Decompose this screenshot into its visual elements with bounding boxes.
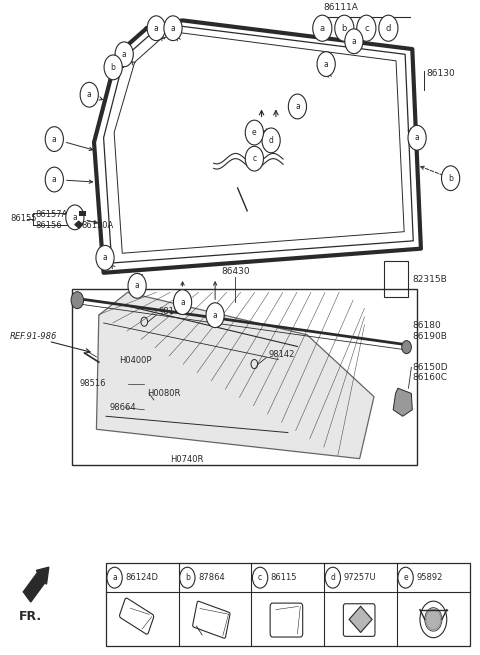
Text: 86157A: 86157A — [35, 210, 68, 219]
Text: 86150D: 86150D — [412, 363, 448, 372]
Circle shape — [147, 16, 165, 41]
Polygon shape — [349, 607, 372, 633]
Circle shape — [164, 16, 182, 41]
Text: c: c — [252, 154, 256, 163]
Text: c: c — [364, 24, 369, 33]
Text: a: a — [52, 134, 57, 143]
Text: 98664: 98664 — [110, 403, 136, 412]
Text: a: a — [320, 24, 325, 33]
Circle shape — [288, 94, 307, 119]
Circle shape — [313, 15, 332, 41]
Text: c: c — [258, 573, 262, 582]
Circle shape — [180, 567, 195, 588]
Text: b: b — [111, 63, 116, 72]
Text: a: a — [135, 282, 140, 290]
Text: 86111A: 86111A — [323, 3, 358, 12]
Circle shape — [398, 567, 413, 588]
Text: H0740R: H0740R — [170, 455, 203, 464]
Circle shape — [245, 120, 264, 145]
Circle shape — [345, 29, 363, 54]
Text: d: d — [386, 24, 391, 33]
Circle shape — [104, 55, 122, 80]
Polygon shape — [426, 609, 441, 630]
Circle shape — [45, 126, 63, 151]
Circle shape — [45, 167, 63, 192]
Text: 82315B: 82315B — [412, 275, 447, 284]
Text: a: a — [72, 213, 77, 222]
Text: 97257U: 97257U — [343, 573, 376, 582]
Circle shape — [71, 291, 84, 309]
Text: a: a — [351, 37, 356, 46]
Circle shape — [442, 166, 460, 191]
Text: a: a — [213, 310, 217, 320]
Text: 86130: 86130 — [427, 69, 456, 79]
Circle shape — [402, 341, 411, 354]
Text: a: a — [415, 133, 420, 142]
Text: a: a — [324, 60, 328, 69]
Circle shape — [173, 290, 192, 314]
FancyArrow shape — [24, 567, 49, 602]
Text: a: a — [154, 24, 158, 33]
Circle shape — [335, 15, 354, 41]
Circle shape — [325, 567, 340, 588]
Text: 98142: 98142 — [269, 350, 295, 359]
Text: 86180: 86180 — [412, 321, 441, 330]
Text: 86155: 86155 — [10, 214, 37, 223]
Text: 86160C: 86160C — [412, 373, 447, 383]
Text: FR.: FR. — [19, 610, 42, 623]
Text: d: d — [330, 573, 336, 582]
Text: H0400P: H0400P — [120, 356, 152, 365]
Bar — [72, 289, 417, 465]
Polygon shape — [75, 221, 83, 228]
Text: a: a — [103, 253, 108, 262]
Text: a: a — [112, 573, 117, 582]
Circle shape — [317, 52, 335, 77]
Circle shape — [128, 273, 146, 298]
Text: b: b — [342, 24, 347, 33]
Text: a: a — [122, 50, 127, 59]
Circle shape — [379, 15, 398, 41]
Text: 98516: 98516 — [80, 379, 106, 388]
Text: a: a — [170, 24, 175, 33]
Text: H0080R: H0080R — [147, 389, 180, 398]
Circle shape — [80, 83, 98, 107]
Text: b: b — [185, 573, 190, 582]
Polygon shape — [393, 388, 412, 417]
Text: 86115: 86115 — [271, 573, 297, 582]
Polygon shape — [96, 292, 374, 458]
Bar — [384, 261, 408, 297]
Circle shape — [252, 567, 268, 588]
Text: a: a — [52, 175, 57, 184]
Text: e: e — [403, 573, 408, 582]
Circle shape — [262, 128, 280, 153]
Text: 86124D: 86124D — [125, 573, 158, 582]
Text: b: b — [448, 174, 453, 183]
Text: a: a — [295, 102, 300, 111]
Bar — [79, 211, 86, 216]
Circle shape — [115, 42, 133, 67]
Circle shape — [206, 303, 224, 328]
Text: a: a — [180, 297, 185, 307]
Circle shape — [357, 15, 376, 41]
Text: 86430: 86430 — [221, 267, 250, 276]
Text: 86156: 86156 — [35, 221, 62, 230]
Text: REF.91-986: REF.91-986 — [10, 332, 58, 341]
Text: 87864: 87864 — [198, 573, 225, 582]
Circle shape — [245, 146, 264, 171]
Circle shape — [96, 246, 114, 270]
Text: 98142: 98142 — [158, 307, 185, 316]
Bar — [106, 563, 470, 646]
Text: d: d — [269, 136, 274, 145]
Text: a: a — [87, 90, 92, 100]
Circle shape — [66, 205, 84, 230]
Text: e: e — [252, 128, 257, 137]
Circle shape — [107, 567, 122, 588]
Text: 86190B: 86190B — [412, 331, 447, 341]
Circle shape — [408, 125, 426, 150]
Text: 95892: 95892 — [416, 573, 443, 582]
Text: 86150A: 86150A — [81, 221, 113, 230]
